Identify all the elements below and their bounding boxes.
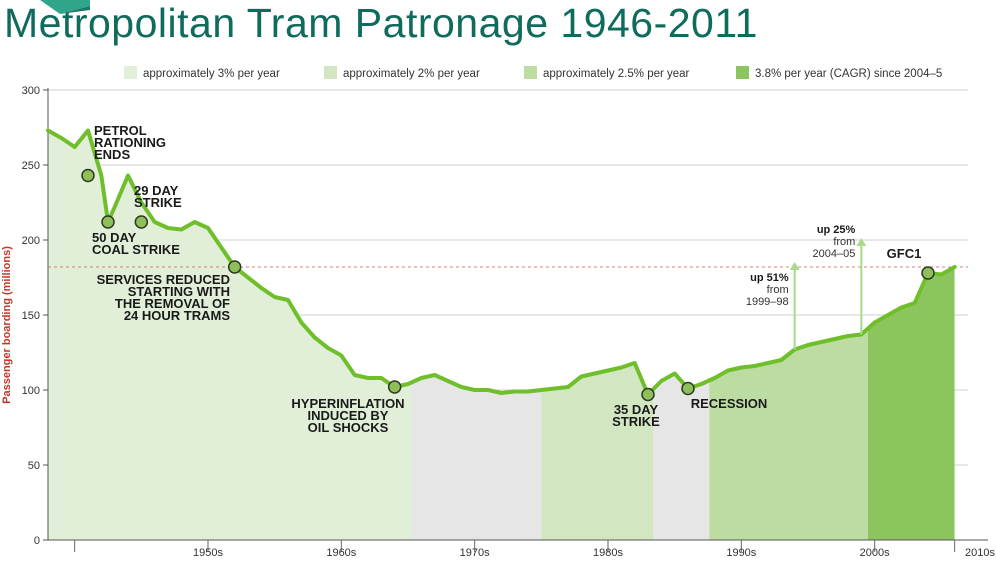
event-label: ENDS <box>94 147 130 162</box>
x-tick-label: 1960s <box>326 547 356 559</box>
event-label: RECESSION <box>691 396 768 411</box>
event-marker <box>134 215 149 229</box>
y-axis-label: Passenger boarding (millions) <box>1 246 13 404</box>
legend-label: approximately 3% per year <box>143 68 280 80</box>
x-tick-label: 1950s <box>193 547 223 559</box>
x-tick-label: 1980s <box>593 547 623 559</box>
event-marker <box>387 380 402 394</box>
event-label: STRIKE <box>612 414 660 429</box>
y-tick-label: 250 <box>22 160 40 172</box>
event-label: 35 DAY <box>614 402 659 417</box>
patronage-line <box>46 128 957 397</box>
callout-text: 2004–05 <box>813 248 856 260</box>
x-tick-label: 2010s <box>965 547 995 559</box>
y-tick-label: 0 <box>34 535 40 547</box>
y-tick-label: 300 <box>22 85 40 97</box>
event-label: SERVICES REDUCED <box>97 272 230 287</box>
legend-swatch <box>324 66 337 79</box>
event-label: HYPERINFLATION <box>291 396 404 411</box>
y-tick-label: 100 <box>22 385 40 397</box>
callout-label: up 51% <box>750 272 789 284</box>
callout-text: from <box>767 284 789 296</box>
event-label: THE REMOVAL OF <box>115 296 230 311</box>
event-label: STARTING WITH <box>128 284 230 299</box>
event-label: INDUCED BY <box>308 408 389 423</box>
corner-accent <box>40 0 90 14</box>
legend-swatch <box>124 66 137 79</box>
y-tick-label: 200 <box>22 235 40 247</box>
event-label: GFC1 <box>887 246 922 261</box>
event-label: STRIKE <box>134 195 182 210</box>
x-tick-label: 1970s <box>460 547 490 559</box>
page-title: Metropolitan Tram Patronage 1946-2011 <box>4 0 758 46</box>
legend-swatch <box>736 66 749 79</box>
x-tick-label: 2000s <box>860 547 890 559</box>
event-marker <box>101 215 115 229</box>
callout-arrow-head <box>856 238 867 246</box>
event-marker <box>81 168 95 183</box>
event-marker <box>921 266 935 280</box>
event-marker <box>641 387 655 402</box>
event-marker <box>227 260 242 274</box>
legend-label: approximately 2.5% per year <box>543 68 690 80</box>
callout-text: from <box>833 236 855 248</box>
event-label: 24 HOUR TRAMS <box>124 308 231 323</box>
legend-swatch <box>524 66 537 79</box>
legend-label: 3.8% per year (CAGR) since 2004–5 <box>755 68 942 80</box>
event-marker <box>681 381 695 396</box>
y-tick-label: 50 <box>28 460 40 472</box>
legend-label: approximately 2% per year <box>343 68 480 80</box>
event-label: RATIONING <box>94 135 166 150</box>
event-label: COAL STRIKE <box>92 242 180 257</box>
callout-label: up 25% <box>817 224 856 236</box>
x-tick-label: 1990s <box>726 547 756 559</box>
event-label: 50 DAY <box>92 230 137 245</box>
callout-text: 1999–98 <box>746 296 789 308</box>
event-label: OIL SHOCKS <box>308 420 389 435</box>
event-label: PETROL <box>94 123 147 138</box>
callout-arrow-head <box>789 262 800 270</box>
y-tick-label: 150 <box>22 310 40 322</box>
event-label: 29 DAY <box>134 183 179 198</box>
